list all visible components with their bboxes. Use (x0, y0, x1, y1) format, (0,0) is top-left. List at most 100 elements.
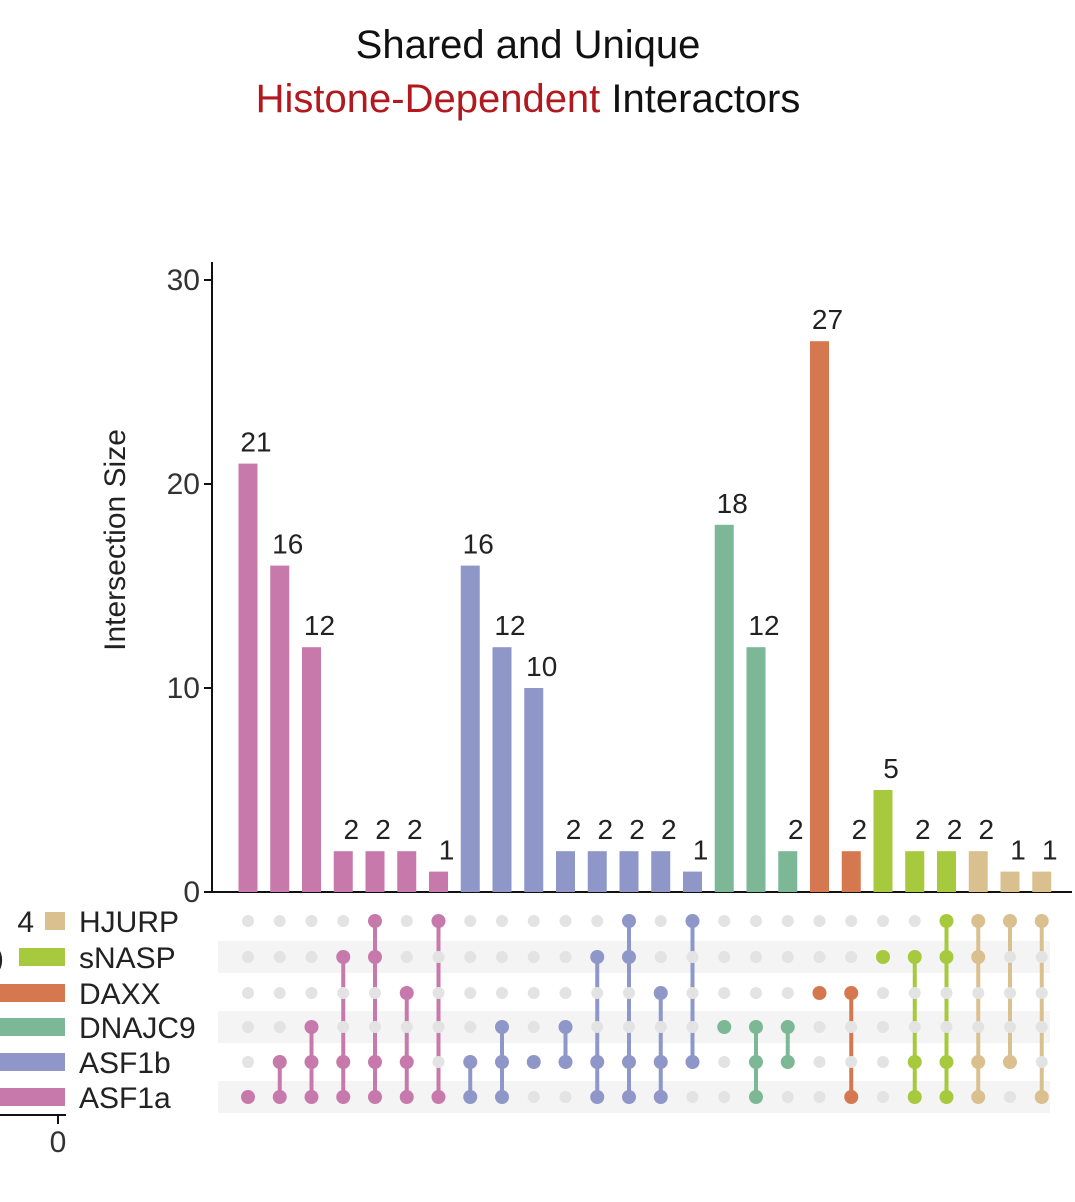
matrix-dot-empty (527, 951, 540, 963)
bar-label: 1 (1010, 835, 1026, 866)
matrix-dot-empty (940, 1021, 953, 1033)
set-label-asf1b: ASF1b (79, 1047, 171, 1080)
bar (460, 565, 480, 892)
matrix-dot-filled (368, 950, 382, 964)
bar-label: 10 (526, 651, 557, 682)
set-size-tick-label: 0 (50, 1126, 67, 1159)
bar-label: 2 (788, 814, 804, 845)
bar (1032, 871, 1052, 892)
matrix-dot-empty (1035, 1021, 1048, 1033)
matrix-column (558, 915, 573, 1103)
matrix-dot-filled (971, 914, 986, 928)
matrix-dot-empty (527, 1021, 540, 1033)
title-rest: Interactors (600, 77, 800, 121)
matrix-dot-empty (781, 1091, 794, 1103)
matrix-dot-filled (939, 914, 954, 928)
matrix-dot-filled (368, 914, 382, 928)
set-size-axis: 0 (0, 1114, 67, 1159)
matrix-dot-empty (813, 1056, 826, 1068)
set-size-bar-asf1a (0, 1088, 65, 1106)
matrix-dot-empty (432, 1056, 445, 1068)
matrix-column (304, 915, 319, 1104)
matrix-dot-empty (781, 915, 794, 927)
matrix-dot-filled (526, 1055, 541, 1069)
bar (905, 851, 925, 892)
matrix-dot-empty (750, 915, 762, 927)
matrix-dot-filled (399, 986, 414, 1000)
matrix-dot-empty (718, 1056, 731, 1068)
clipped-glyph: ) (0, 942, 4, 975)
bar (238, 463, 258, 892)
matrix-dot-empty (654, 1021, 667, 1033)
bar-label: 5 (883, 753, 899, 784)
bar-label: 16 (463, 529, 494, 560)
matrix-dot-empty (686, 987, 699, 999)
matrix-dot-filled (653, 1090, 668, 1104)
matrix-dot-empty (623, 1021, 635, 1033)
matrix-dot-empty (527, 1091, 540, 1103)
set-size-bar-asf1b (0, 1053, 65, 1071)
matrix-dot-empty (432, 1021, 445, 1033)
matrix-dot-empty (464, 1021, 477, 1033)
matrix-dot-filled (653, 1055, 668, 1069)
matrix-dot-filled (844, 986, 859, 1000)
set-size-label-hjurp: 4 (17, 906, 34, 939)
matrix-dot-empty (242, 1021, 254, 1033)
matrix-column (749, 915, 763, 1104)
bar-label: 2 (375, 814, 391, 845)
matrix-dot-empty (559, 1091, 572, 1103)
bar-label: 1 (693, 835, 709, 866)
matrix-dot-filled (812, 986, 827, 1000)
matrix-dot-empty (400, 1021, 413, 1033)
matrix-dot-filled (1003, 1055, 1017, 1069)
matrix-dot-empty (559, 951, 572, 963)
set-label-asf1a: ASF1a (79, 1082, 171, 1115)
bar-label: 27 (812, 304, 843, 335)
matrix-dot-filled (336, 1090, 351, 1104)
matrix-dot-empty (305, 987, 318, 999)
matrix-dot-filled (495, 1020, 509, 1034)
bar (968, 851, 988, 892)
matrix-dot-filled (241, 1090, 255, 1104)
matrix-column (717, 915, 732, 1103)
matrix-dot-empty (813, 951, 826, 963)
matrix-dot-filled (907, 1090, 922, 1104)
matrix-dot-filled (780, 1055, 795, 1069)
bar (270, 565, 290, 892)
bar (492, 647, 512, 892)
matrix-dot-empty (527, 915, 540, 927)
bar-label: 12 (494, 610, 525, 641)
matrix-dot-empty (242, 915, 254, 927)
matrix-dot-filled (749, 1090, 763, 1104)
bar (587, 851, 607, 892)
bar (651, 851, 671, 892)
matrix-dot-empty (337, 1021, 350, 1033)
matrix-dot-filled (844, 1090, 859, 1104)
matrix-dot-empty (686, 1091, 699, 1103)
set-size-bar-snasp (19, 948, 65, 966)
matrix-dot-filled (939, 1055, 954, 1069)
matrix-dot-empty (845, 1056, 858, 1068)
matrix-dot-filled (749, 1055, 763, 1069)
bar (810, 341, 829, 892)
matrix-dot-empty (400, 951, 413, 963)
matrix-dot-filled (336, 1055, 351, 1069)
y-axis-title: Intersection Size (99, 429, 132, 651)
bar (302, 647, 321, 892)
bar-label: 2 (629, 814, 645, 845)
matrix-column (1034, 914, 1049, 1104)
matrix-dot-filled (907, 1055, 922, 1069)
matrix-column (812, 915, 827, 1103)
matrix-column (526, 915, 541, 1103)
matrix-dot-empty (750, 987, 762, 999)
matrix-dot-filled (463, 1055, 478, 1069)
bar-label: 2 (947, 814, 963, 845)
y-tick-label: 0 (183, 876, 200, 909)
matrix-dot-empty (242, 1056, 254, 1068)
matrix-dot-empty (718, 915, 731, 927)
set-size-bar-hjurp (45, 912, 65, 930)
matrix-dot-filled (399, 1090, 414, 1104)
matrix-column (844, 915, 859, 1104)
bar-label: 16 (272, 529, 303, 560)
